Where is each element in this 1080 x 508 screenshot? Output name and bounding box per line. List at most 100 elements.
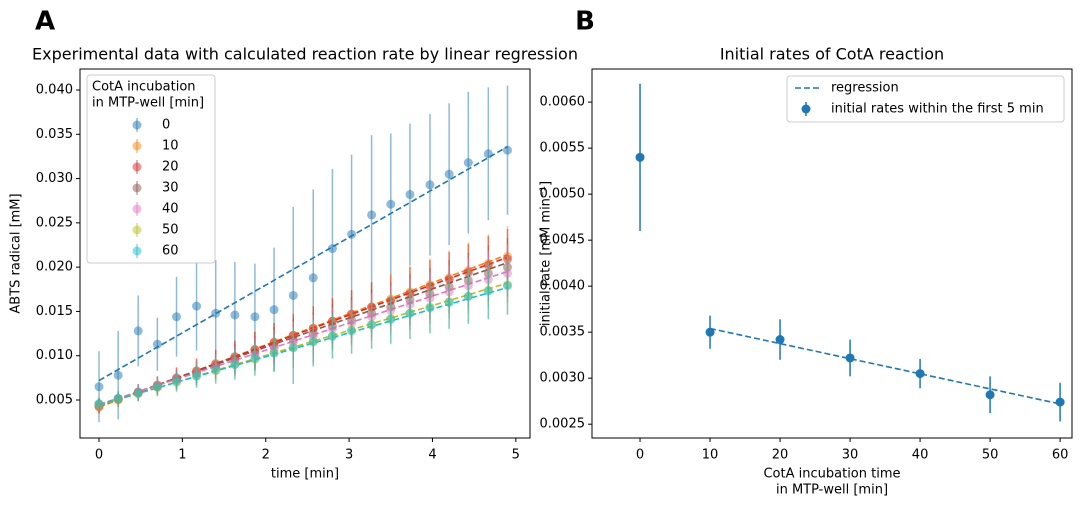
- plot-frame: [591, 68, 1073, 439]
- legend-swatch: [132, 162, 142, 172]
- x-tick-label: 0: [95, 448, 103, 463]
- y-tick-label: 0.0030: [540, 371, 586, 386]
- x-tick-label: 20: [772, 448, 789, 463]
- legend-label: 60: [162, 244, 179, 259]
- data-point: [230, 360, 240, 370]
- regression-line: [709, 327, 1061, 405]
- panel-label: B: [575, 7, 595, 37]
- data-point: [288, 343, 298, 353]
- x-tick-label: 60: [1052, 448, 1069, 463]
- data-point: [211, 365, 221, 375]
- legend-swatch: [132, 246, 142, 256]
- data-point: [192, 301, 202, 311]
- x-tick-label: 10: [702, 448, 719, 463]
- data-point: [327, 244, 337, 254]
- data-point: [172, 312, 182, 322]
- data-point: [425, 180, 435, 190]
- x-tick-label: 3: [345, 448, 353, 463]
- x-tick-label: 1: [178, 448, 186, 463]
- y-tick-label: 0.0045: [540, 233, 586, 248]
- data-point: [405, 308, 415, 318]
- legend-label: 10: [162, 139, 179, 154]
- data-point: [463, 291, 473, 301]
- data-point: [463, 158, 473, 168]
- x-tick-label: 2: [262, 448, 270, 463]
- legend-label: 30: [162, 181, 179, 196]
- y-tick-label: 0.030: [36, 171, 73, 186]
- y-tick-label: 0.010: [36, 348, 73, 363]
- y-tick-label: 0.040: [36, 82, 73, 97]
- data-point: [327, 331, 337, 341]
- legend: regression initial rates within the first…: [786, 75, 1065, 123]
- data-point: [269, 348, 279, 358]
- y-tick-label: 0.035: [36, 127, 73, 142]
- legend-label: 50: [162, 223, 179, 238]
- y-axis-label: initial rate [mM min⁻¹]: [539, 181, 554, 326]
- data-point: [269, 305, 279, 315]
- chart-title: Experimental data with calculated reacti…: [32, 45, 578, 64]
- data-point: [347, 326, 357, 336]
- y-tick-label: 0.0035: [540, 325, 586, 340]
- x-tick-label: 40: [912, 448, 929, 463]
- data-point: [230, 310, 240, 320]
- data-point: [775, 335, 785, 345]
- data-point: [94, 399, 104, 409]
- legend-label: regression: [831, 81, 899, 96]
- data-point: [705, 327, 715, 337]
- y-tick-label: 0.0060: [540, 95, 586, 110]
- x-axis-label: time [min]: [271, 467, 339, 482]
- x-axis-label: CotA incubation time: [763, 467, 900, 482]
- data-point: [1055, 397, 1065, 407]
- y-tick-label: 0.0055: [540, 141, 586, 156]
- legend-box: [786, 75, 1065, 123]
- regression-line: [98, 286, 508, 406]
- y-tick-label: 0.020: [36, 260, 73, 275]
- data-point: [502, 281, 512, 291]
- data-point: [250, 353, 260, 363]
- data-point: [985, 390, 995, 400]
- plot-frame: [79, 68, 531, 439]
- data-point: [250, 312, 260, 322]
- data-point: [386, 314, 396, 324]
- x-tick-label: 50: [982, 448, 999, 463]
- data-point: [113, 393, 123, 403]
- legend-swatch: [132, 183, 142, 193]
- y-tick-label: 0.0025: [540, 417, 586, 432]
- data-point: [288, 290, 298, 300]
- legend-swatch: [801, 104, 811, 114]
- data-point: [152, 339, 162, 349]
- legend-title: CotA incubation: [92, 80, 196, 95]
- data-point: [483, 286, 493, 296]
- legend-swatch: [132, 204, 142, 214]
- data-point: [444, 298, 454, 308]
- x-tick-label: 30: [842, 448, 859, 463]
- y-tick-label: 0.015: [36, 304, 73, 319]
- x-axis-label: in MTP-well [min]: [776, 483, 888, 498]
- data-point: [915, 369, 925, 379]
- x-tick-label: 0: [636, 448, 644, 463]
- legend-box: [86, 74, 216, 264]
- legend-title: in MTP-well [min]: [92, 96, 204, 111]
- panel-label: A: [35, 7, 55, 37]
- y-tick-label: 0.025: [36, 215, 73, 230]
- data-point: [152, 382, 162, 392]
- data-point: [635, 152, 645, 162]
- data-point: [94, 382, 104, 392]
- y-tick-label: 0.0050: [540, 187, 586, 202]
- legend-swatch: [132, 120, 142, 130]
- data-point: [192, 371, 202, 381]
- data-point: [308, 337, 318, 347]
- x-tick-label: 5: [512, 448, 520, 463]
- data-point: [845, 353, 855, 363]
- legend-label: 0: [162, 118, 170, 133]
- y-tick-label: 0.005: [36, 393, 73, 408]
- data-point: [425, 303, 435, 313]
- data-point: [386, 199, 396, 209]
- y-axis-label: ABTS radical [mM]: [9, 193, 24, 313]
- data-point: [347, 229, 357, 239]
- data-point: [133, 388, 143, 398]
- data-point: [133, 326, 143, 336]
- data-point: [172, 376, 182, 386]
